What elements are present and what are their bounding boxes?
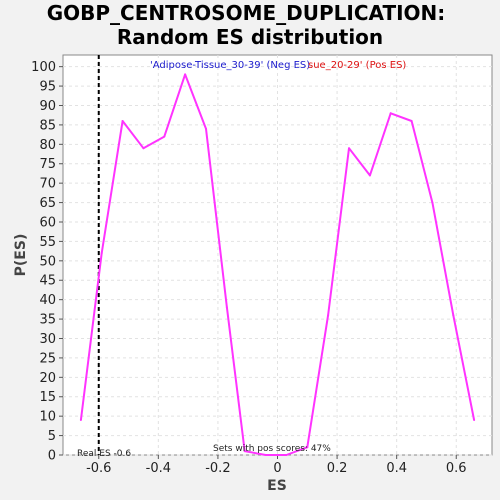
- x-tick-label: -0.4: [146, 461, 171, 476]
- y-tick-label: 65: [39, 196, 56, 211]
- series-group: [79, 73, 476, 456]
- chart-title: GOBP_CENTROSOME_DUPLICATION:: [47, 1, 446, 25]
- data-point: [79, 419, 82, 422]
- data-point: [368, 174, 371, 177]
- data-point: [243, 450, 246, 453]
- y-axis-label: P(ES): [13, 234, 29, 277]
- data-point: [389, 112, 392, 115]
- data-point: [431, 201, 434, 204]
- data-point: [348, 147, 350, 150]
- y-tick-label: 70: [39, 177, 56, 192]
- x-tick-label: 0: [273, 461, 281, 476]
- data-point: [184, 73, 187, 76]
- data-point: [121, 120, 124, 123]
- data-point: [225, 306, 228, 309]
- x-tick-label: 0.6: [446, 461, 467, 476]
- y-tick-label: 15: [39, 390, 56, 405]
- data-point: [306, 446, 309, 449]
- chart-subtitle: Random ES distribution: [117, 25, 383, 49]
- y-tick-label: 20: [39, 371, 56, 386]
- x-axis-label: ES: [267, 478, 287, 494]
- x-tick-label: 0.4: [386, 461, 407, 476]
- x-tick-label: -0.6: [86, 461, 111, 476]
- data-point: [452, 314, 455, 317]
- y-tick-label: 30: [39, 332, 56, 347]
- pos-scores-annotation: Sets with pos scores: 47%: [213, 444, 331, 454]
- x-axis-ticks: -0.6 -0.4 -0.2 0 0.2 0.4 0.6: [86, 455, 467, 476]
- y-tick-label: 0: [48, 449, 56, 464]
- y-tick-label: 85: [39, 118, 56, 133]
- data-point: [327, 314, 330, 317]
- data-point: [142, 147, 145, 150]
- data-point: [100, 252, 103, 255]
- y-tick-label: 100: [31, 60, 56, 75]
- y-tick-label: 75: [39, 157, 56, 172]
- real-es-label: Real ES -0.6: [77, 449, 131, 459]
- series-line: [79, 73, 476, 456]
- data-point: [205, 127, 207, 130]
- y-tick-label: 55: [39, 235, 56, 250]
- y-tick-label: 60: [39, 215, 56, 230]
- y-tick-label: 10: [39, 410, 56, 425]
- y-tick-label: 90: [39, 99, 56, 114]
- y-tick-label: 25: [39, 351, 56, 366]
- data-point: [410, 120, 413, 123]
- data-point: [285, 454, 288, 456]
- legend-neg-label: 'Adipose-Tissue_30-39' (Neg ES): [150, 60, 310, 71]
- y-tick-label: 5: [48, 429, 56, 444]
- x-tick-label: -0.2: [205, 461, 230, 476]
- y-axis-ticks: 0 5 10 15 20 25 30 35 40 45 50 55 60 65 70 75 80 85 90 95 10…: [31, 60, 63, 464]
- x-tick-label: 0.2: [327, 461, 348, 476]
- y-tick-label: 95: [39, 80, 56, 95]
- y-tick-label: 35: [39, 313, 56, 328]
- data-point: [264, 454, 267, 456]
- y-tick-label: 45: [39, 274, 56, 289]
- legend-pos-label: sue_20-29' (Pos ES): [308, 60, 406, 71]
- y-tick-label: 40: [39, 293, 56, 308]
- y-tick-label: 80: [39, 138, 56, 153]
- data-point: [163, 135, 166, 138]
- y-tick-label: 50: [39, 254, 56, 269]
- data-point: [473, 419, 476, 422]
